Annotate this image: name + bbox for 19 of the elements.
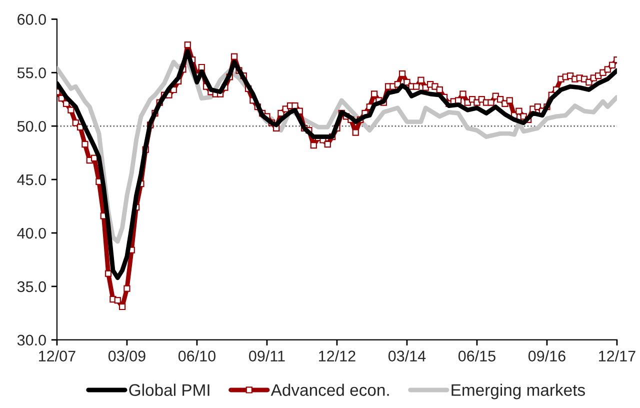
x-tick-label: 06/15 [458, 350, 496, 362]
x-tick-label: 03/09 [108, 350, 146, 362]
y-tick-label: 50.0 [17, 120, 46, 132]
y-tick-label: 30.0 [17, 334, 46, 346]
y-tick-label: 60.0 [18, 14, 46, 25]
x-tick-label: 12/12 [319, 350, 356, 362]
x-tick-label: 09/11 [249, 350, 285, 362]
x-tick-label: 03/14 [388, 350, 426, 362]
y-tick-label: 35.0 [17, 281, 46, 292]
x-tick-label: 06/10 [178, 350, 216, 362]
legend-label: Global PMI [129, 384, 210, 396]
legend-label: Emerging markets [452, 384, 585, 400]
legend-label: Advanced econ. [270, 384, 389, 396]
y-tick-label: 40.0 [17, 228, 46, 239]
x-tick-label: 09/16 [528, 350, 566, 362]
x-tick-label: 12/17 [599, 350, 636, 362]
y-tick-label: 55.0 [17, 67, 46, 78]
x-tick-label: 12/07 [39, 350, 76, 362]
y-tick-label: 45.0 [17, 174, 46, 186]
